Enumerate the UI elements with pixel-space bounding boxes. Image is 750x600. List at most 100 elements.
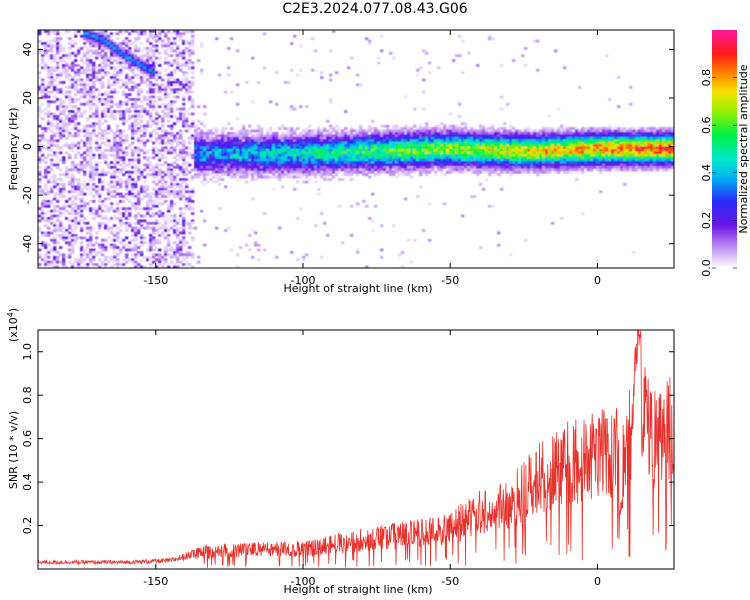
spectrogram-cell — [275, 144, 279, 147]
spectrogram-cell — [389, 163, 393, 167]
spectrogram-cell — [242, 168, 246, 172]
spectrogram-cell — [440, 161, 444, 164]
spectrogram-cell — [197, 59, 201, 62]
spectrogram-cell — [158, 51, 162, 55]
spectrogram-cell — [50, 263, 54, 266]
spectrogram-cell — [116, 187, 120, 191]
spectrogram-cell — [494, 163, 498, 167]
spectrogram-cell — [326, 136, 330, 140]
spectrogram-cell — [47, 49, 51, 53]
spectrogram-cell — [65, 241, 69, 245]
spectrogram-cell — [56, 156, 60, 160]
spectrogram-cell — [161, 146, 165, 150]
spectrogram-cell — [77, 71, 81, 75]
spectrogram-cell — [389, 161, 393, 164]
spectrogram-cell — [41, 90, 45, 94]
spectrogram-cell — [137, 202, 141, 206]
spectrogram-cell — [80, 243, 84, 247]
spectrogram-cell — [350, 132, 354, 135]
spectrogram-cell — [80, 78, 84, 82]
spectrogram-cell — [254, 178, 258, 181]
spectrogram-cell — [128, 110, 132, 113]
spectrogram-cell — [128, 248, 132, 252]
spectrogram-cell — [491, 37, 495, 41]
spectrogram-cell — [110, 66, 114, 70]
spectrogram-cell — [494, 134, 498, 138]
spectrogram-cell — [44, 107, 48, 111]
spectrogram-cell — [245, 180, 249, 184]
spectrogram-cell — [176, 195, 180, 198]
spectrogram-cell — [269, 170, 273, 174]
spectrogram-cell — [164, 49, 168, 53]
spectrogram-cell — [347, 144, 351, 147]
spectrogram-cell — [473, 158, 477, 162]
spectrogram-cell — [374, 204, 378, 208]
spectrogram-cell — [497, 161, 501, 164]
spectrogram-cell — [116, 54, 120, 58]
spectrogram-cell — [251, 166, 255, 169]
spectrogram-cell — [464, 149, 468, 152]
spectrogram-cell — [116, 161, 120, 164]
spectrogram-cell — [386, 132, 390, 135]
spectrogram-cell — [344, 168, 348, 172]
spectrogram-cell — [161, 234, 165, 237]
spectrogram-cell — [77, 197, 81, 201]
spectrogram-cell — [179, 83, 183, 87]
spectrogram-cell — [458, 146, 462, 150]
spectrogram-cell — [143, 163, 147, 167]
spectrogram-cell — [440, 129, 444, 133]
spectrogram-cell — [440, 146, 444, 150]
spectrogram-cell — [41, 132, 45, 135]
spectrogram-cell — [167, 139, 171, 143]
spectrogram-cell — [134, 132, 138, 135]
spectrogram-cell — [146, 95, 150, 99]
spectrogram-cell — [131, 178, 135, 181]
spectrogram-cell — [308, 141, 312, 145]
spectrogram-cell — [182, 73, 186, 77]
spectrogram-cell — [92, 243, 96, 247]
spectrogram-cell — [68, 90, 72, 94]
spectrogram-cell — [236, 136, 240, 140]
spectrogram-cell — [104, 61, 108, 65]
spectrogram-cell — [290, 129, 294, 133]
spectrogram-cell — [263, 173, 267, 177]
spectrogram-cell — [53, 207, 57, 211]
spectrogram-cell — [119, 141, 123, 145]
spectrogram-cell — [347, 66, 351, 70]
spectrogram-cell — [143, 32, 147, 36]
spectrogram-cell — [506, 153, 510, 157]
spectrogram-cell — [236, 49, 240, 53]
spectrogram-cell — [44, 200, 48, 203]
spectrogram-cell — [92, 183, 96, 186]
spectrogram-cell — [317, 153, 321, 157]
spectrogram-cell — [134, 30, 138, 33]
spectrogram-cell — [47, 226, 51, 230]
spectrogram-cell — [353, 163, 357, 167]
spectrogram-cell — [167, 195, 171, 198]
spectrogram-cell — [464, 153, 468, 157]
spectrogram-cell — [98, 229, 102, 232]
spectrogram-cell — [437, 136, 441, 140]
spectrogram-cell — [245, 141, 249, 145]
spectrogram-cell — [104, 71, 108, 75]
spectrogram-cell — [419, 168, 423, 172]
spectrogram-cell — [146, 47, 150, 50]
spectrogram-cell — [56, 132, 60, 135]
spectrogram-cell — [158, 260, 162, 264]
spectrogram-cell — [263, 168, 267, 172]
spectrogram-cell — [428, 71, 432, 75]
spectrogram-cell — [152, 105, 156, 109]
spectrogram-cell — [164, 44, 168, 48]
spectrogram-cell — [401, 173, 405, 177]
spectrogram-cell — [299, 153, 303, 157]
spectrogram-cell — [113, 153, 117, 157]
spectrogram-cell — [479, 127, 483, 130]
spectrogram-cell — [53, 68, 57, 72]
spectrogram-cell — [386, 139, 390, 143]
spectrogram-cell — [149, 238, 153, 242]
spectrogram-cell — [209, 156, 213, 160]
spectrogram-cell — [83, 42, 87, 45]
spectrogram-cell — [254, 173, 258, 177]
spectrogram-cell — [329, 132, 333, 135]
spectrogram-cell — [95, 251, 99, 254]
